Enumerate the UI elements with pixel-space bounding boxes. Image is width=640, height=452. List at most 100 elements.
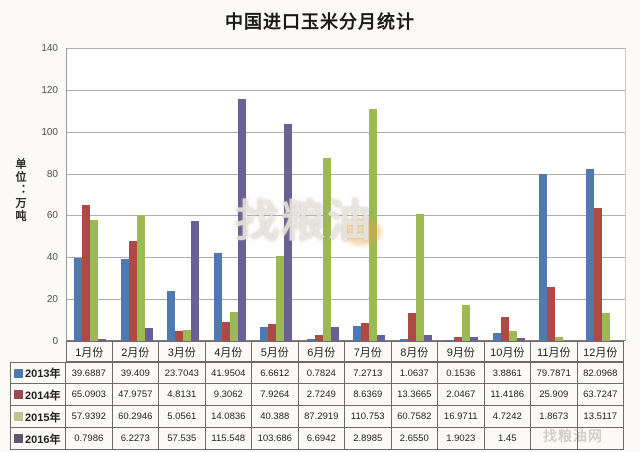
table-row-2015年: 2015年 57.9392 60.2946 5.0561 14.0836 40.388 87… (10, 406, 624, 428)
value-cell-2015年-9月份: 16.9711 (438, 406, 485, 428)
gridline-0 (67, 340, 625, 341)
legend-swatch-2016年 (14, 434, 23, 443)
bar-2016年-7月份 (377, 334, 386, 341)
value-cell-2016年-6月份: 6.6942 (298, 428, 345, 450)
legend-key-2015年: 2015年 (10, 406, 66, 428)
bar-2013年-9月份 (446, 340, 455, 341)
bar-2014年-9月份 (454, 336, 463, 341)
bar-2015年-7月份 (369, 109, 378, 341)
value-cell-2016年-8月份: 2.6550 (391, 428, 438, 450)
y-tick-label-20: 20 (46, 294, 58, 306)
value-cell-2014年-11月份: 25.909 (531, 384, 578, 406)
value-cell-2015年-7月份: 110.753 (345, 406, 392, 428)
bar-2013年-11月份 (539, 174, 548, 341)
value-cell-2013年-4月份: 41.9504 (205, 362, 252, 384)
y-tick-label-80: 80 (46, 168, 58, 180)
value-cell-2014年-4月份: 9.3062 (205, 384, 252, 406)
y-tick-label-60: 60 (46, 210, 58, 222)
bar-2014年-5月份 (268, 324, 277, 341)
gridline-40 (67, 257, 625, 259)
value-cell-2014年-3月份: 4.8131 (159, 384, 206, 406)
bar-2016年-8月份 (423, 335, 432, 341)
value-cell-2016年-2月份: 6.2273 (112, 428, 159, 450)
table-row-2013年: 2013年 39.6887 39.409 23.7043 41.9504 6.6612 0.… (10, 362, 624, 384)
value-cell-2014年-1月份: 65.0903 (66, 384, 113, 406)
bar-2015年-8月份 (415, 213, 424, 341)
bar-2013年-2月份 (120, 258, 129, 341)
bar-2013年-6月份 (306, 339, 315, 341)
bar-2014年-2月份 (128, 240, 137, 341)
legend-label: 2015年 (25, 411, 61, 424)
bar-2016年-4月份 (237, 99, 246, 341)
month-label-4月份: 4月份 (205, 341, 252, 362)
bar-2013年-3月份 (167, 291, 176, 341)
value-cell-2013年-6月份: 0.7824 (298, 362, 345, 384)
value-cell-2016年-10月份: 1.45 (484, 428, 531, 450)
bar-2015年-2月份 (136, 214, 145, 341)
value-cell-2013年-5月份: 6.6612 (252, 362, 299, 384)
data-table: 2013年 39.6887 39.409 23.7043 41.9504 6.6612 0.… (10, 362, 624, 450)
table-row-2014年: 2014年 65.0903 47.9757 4.8131 9.3062 7.9264 2.7… (10, 384, 624, 406)
legend-swatch-2013年 (14, 368, 23, 378)
value-cell-2014年-5月份: 7.9264 (252, 384, 299, 406)
bar-2015年-5月份 (276, 256, 285, 341)
value-cell-2013年-9月份: 0.1536 (438, 362, 485, 384)
value-cell-2016年-4月份: 115.548 (205, 428, 252, 450)
gridline-80 (67, 173, 625, 175)
gridline-20 (67, 299, 625, 301)
legend-key-2013年: 2013年 (10, 362, 66, 384)
bar-2015年-9月份 (462, 305, 471, 341)
value-cell-2014年-2月份: 47.9757 (112, 384, 159, 406)
bar-2013年-5月份 (260, 327, 269, 341)
month-label-6月份: 6月份 (298, 341, 345, 362)
bar-2013年-7月份 (353, 325, 362, 341)
value-cell-2015年-2月份: 60.2946 (112, 406, 159, 428)
value-cell-2013年-1月份: 39.6887 (66, 362, 113, 384)
legend-label: 2016年 (25, 433, 61, 446)
plot-area (66, 48, 626, 341)
bar-2013年-1月份 (74, 257, 83, 341)
bar-2013年-12月份 (585, 169, 594, 341)
y-tick-label-0: 0 (52, 336, 58, 347)
bar-2015年-4月份 (229, 311, 238, 341)
bar-2013年-8月份 (399, 338, 408, 341)
gridline-100 (67, 131, 625, 133)
month-label-10月份: 10月份 (484, 341, 531, 362)
gridline-60 (67, 215, 625, 217)
bar-2014年-11月份 (547, 286, 556, 341)
gridline-140 (67, 48, 625, 49)
x-axis-month-labels: 1月份 2月份 3月份 4月份 5月份 6月份 7月份 8月份 9月份 10月份 11月份 12月份 (66, 341, 624, 362)
value-cell-2013年-7月份: 7.2713 (345, 362, 392, 384)
value-cell-2016年-1月份: 0.7986 (66, 428, 113, 450)
bar-2016年-1月份 (98, 339, 107, 341)
y-tick-label-100: 100 (41, 126, 58, 138)
value-cell-2014年-6月份: 2.7249 (298, 384, 345, 406)
bar-2015年-12月份 (601, 312, 610, 341)
value-cell-2015年-12月份: 13.5117 (577, 406, 624, 428)
bar-2015年-6月份 (322, 158, 331, 341)
month-label-7月份: 7月份 (345, 341, 392, 362)
month-label-11月份: 11月份 (531, 341, 578, 362)
bar-2016年-2月份 (144, 327, 153, 341)
bar-2016年-5月份 (284, 124, 293, 341)
bar-2016年-9月份 (470, 337, 479, 341)
value-cell-2014年-7月份: 8.6369 (345, 384, 392, 406)
month-label-5月份: 5月份 (252, 341, 299, 362)
bar-2015年-10月份 (508, 331, 517, 341)
y-tick-label-120: 120 (41, 84, 58, 96)
bar-2013年-10月份 (492, 332, 501, 341)
value-cell-2016年-12月份 (577, 428, 624, 450)
value-cell-2016年-3月份: 57.535 (159, 428, 206, 450)
y-axis-title: 单位：万吨 (14, 158, 26, 223)
value-cell-2016年-7月份: 2.8985 (345, 428, 392, 450)
bar-2016年-3月份 (191, 220, 200, 341)
month-label-9月份: 9月份 (438, 341, 485, 362)
month-label-12月份: 12月份 (577, 341, 624, 362)
value-cell-2015年-4月份: 14.0836 (205, 406, 252, 428)
gridline-120 (67, 89, 625, 91)
value-cell-2014年-8月份: 13.3665 (391, 384, 438, 406)
value-cell-2015年-10月份: 4.7242 (484, 406, 531, 428)
legend-label: 2014年 (25, 389, 61, 402)
value-cell-2015年-8月份: 60.7582 (391, 406, 438, 428)
